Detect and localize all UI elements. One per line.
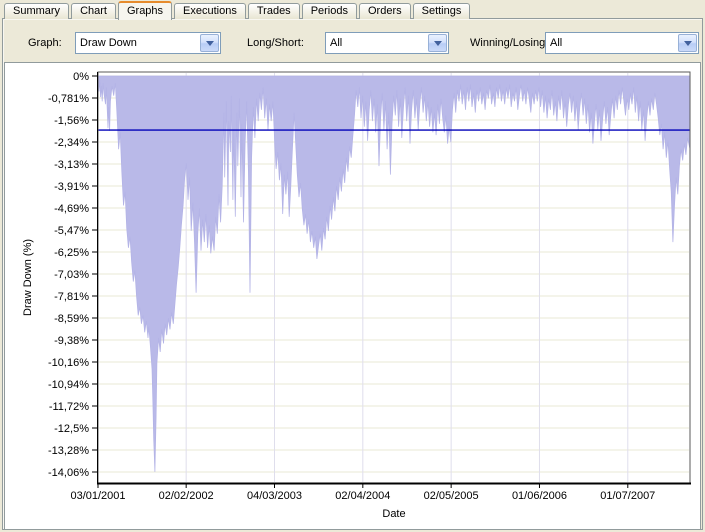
x-tick-label: 02/05/2005 bbox=[424, 490, 479, 502]
y-tick-label: -12,5% bbox=[54, 423, 89, 435]
winning-losing-label: Winning/Losing: bbox=[470, 37, 549, 49]
y-axis-title: Draw Down (%) bbox=[22, 239, 34, 316]
y-tick-label: -14,06% bbox=[48, 467, 89, 479]
x-axis-title: Date bbox=[382, 508, 405, 520]
tab-chart[interactable]: Chart bbox=[71, 3, 116, 19]
x-tick-label: 03/01/2001 bbox=[70, 490, 125, 502]
y-tick-label: -3,91% bbox=[54, 181, 89, 193]
tab-executions[interactable]: Executions bbox=[174, 3, 246, 19]
tab-strip: Summary Chart Graphs Executions Trades Period… bbox=[4, 1, 471, 20]
y-tick-label: -6,25% bbox=[54, 247, 89, 259]
y-tick-label: -10,94% bbox=[48, 379, 89, 391]
graph-dropdown-value: Draw Down bbox=[80, 37, 137, 49]
drawdown-chart: 0% -0,781% -1,56% -2,34% -3,13% -3,91% -4,69% -… bbox=[22, 71, 691, 520]
y-tick-label: -13,28% bbox=[48, 445, 89, 457]
dropdown-arrow-icon[interactable] bbox=[428, 34, 447, 52]
y-tick-label: -7,03% bbox=[54, 269, 89, 281]
long-short-label: Long/Short: bbox=[247, 37, 304, 49]
x-tick-label: 04/03/2003 bbox=[247, 490, 302, 502]
tab-graphs[interactable]: Graphs bbox=[117, 1, 173, 20]
x-tick-label: 02/04/2004 bbox=[335, 490, 390, 502]
y-tick-label: -11,72% bbox=[49, 401, 89, 413]
x-tick-label: 01/06/2006 bbox=[512, 490, 567, 502]
long-short-dropdown[interactable]: All bbox=[325, 32, 449, 54]
y-tick-label: -2,34% bbox=[54, 137, 89, 149]
y-tick-label: 0% bbox=[73, 71, 89, 83]
tab-settings[interactable]: Settings bbox=[412, 3, 471, 19]
graph-label: Graph: bbox=[28, 37, 62, 49]
dropdown-arrow-icon[interactable] bbox=[200, 34, 219, 52]
y-tick-label: -1,56% bbox=[54, 115, 89, 127]
graph-dropdown[interactable]: Draw Down bbox=[75, 32, 221, 54]
x-tick-label: 01/07/2007 bbox=[600, 490, 655, 502]
tab-summary[interactable]: Summary bbox=[4, 3, 70, 19]
tab-periods[interactable]: Periods bbox=[301, 3, 357, 19]
drawdown-area bbox=[97, 75, 691, 472]
tab-trades[interactable]: Trades bbox=[247, 3, 300, 19]
x-tick-label: 02/02/2002 bbox=[159, 490, 214, 502]
y-tick-label: -5,47% bbox=[54, 225, 89, 237]
y-tick-label: -10,16% bbox=[48, 357, 89, 369]
y-tick-label: -9,38% bbox=[54, 335, 89, 347]
y-tick-label: -8,59% bbox=[54, 313, 89, 325]
tab-orders[interactable]: Orders bbox=[358, 3, 411, 19]
drawdown-chart-panel: 0% -0,781% -1,56% -2,34% -3,13% -3,91% -4,69% -… bbox=[4, 62, 701, 530]
winning-losing-dropdown[interactable]: All bbox=[545, 32, 699, 54]
dropdown-arrow-icon[interactable] bbox=[678, 34, 697, 52]
y-tick-label: -4,69% bbox=[54, 203, 89, 215]
y-tick-label: -3,13% bbox=[54, 159, 89, 171]
y-tick-label: -7,81% bbox=[54, 291, 89, 303]
long-short-dropdown-value: All bbox=[330, 37, 343, 49]
y-tick-label: -0,781% bbox=[48, 93, 89, 105]
winning-losing-dropdown-value: All bbox=[550, 37, 563, 49]
